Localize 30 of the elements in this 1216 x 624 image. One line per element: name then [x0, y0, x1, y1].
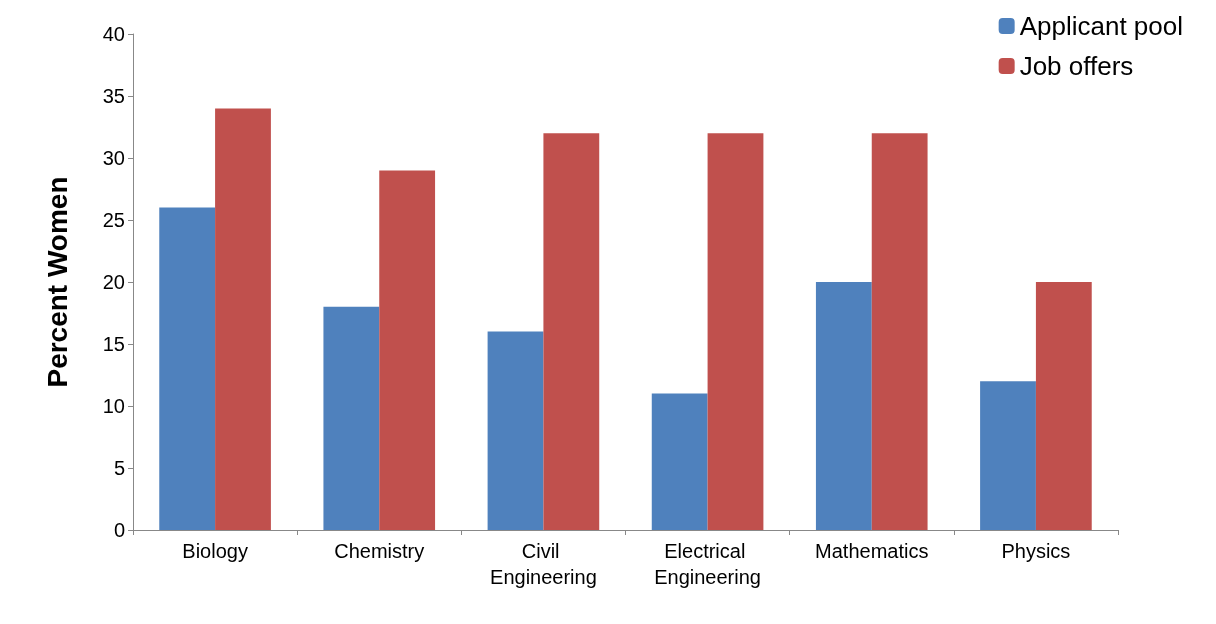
y-tick-label: 40: [102, 23, 125, 45]
x-tick-label: Biology: [182, 540, 248, 562]
bar: [379, 170, 436, 530]
bar: [323, 306, 380, 530]
bar: [651, 393, 708, 530]
bar: [215, 108, 271, 530]
x-tick-label: Physics: [1001, 540, 1071, 562]
bar: [543, 133, 600, 530]
y-tick-label: 0: [113, 519, 125, 541]
legend-label: Applicant pool: [1019, 11, 1184, 41]
x-tick-label: Civil Engineering: [490, 540, 597, 588]
y-tick-label: 35: [102, 85, 125, 107]
x-tick-label: Mathematics: [815, 540, 929, 562]
bar: [980, 381, 1036, 530]
y-tick-label: 5: [113, 457, 125, 479]
y-tick-label: 10: [102, 395, 125, 417]
x-tick-label: Electrical Engineering: [654, 540, 761, 588]
bar: [1035, 282, 1092, 530]
y-tick-label: 30: [102, 147, 125, 169]
bar: [707, 133, 764, 530]
legend-label: Job offers: [1019, 51, 1134, 81]
y-tick-label: 25: [102, 209, 125, 231]
x-tick-label: Chemistry: [334, 540, 425, 562]
bar: [159, 207, 216, 530]
bar: [871, 133, 928, 530]
y-tick-label: 15: [102, 333, 125, 355]
bar: [487, 331, 544, 530]
bar: [815, 282, 872, 530]
y-axis-title: Percent Women: [41, 176, 73, 388]
y-tick-label: 20: [102, 271, 125, 293]
